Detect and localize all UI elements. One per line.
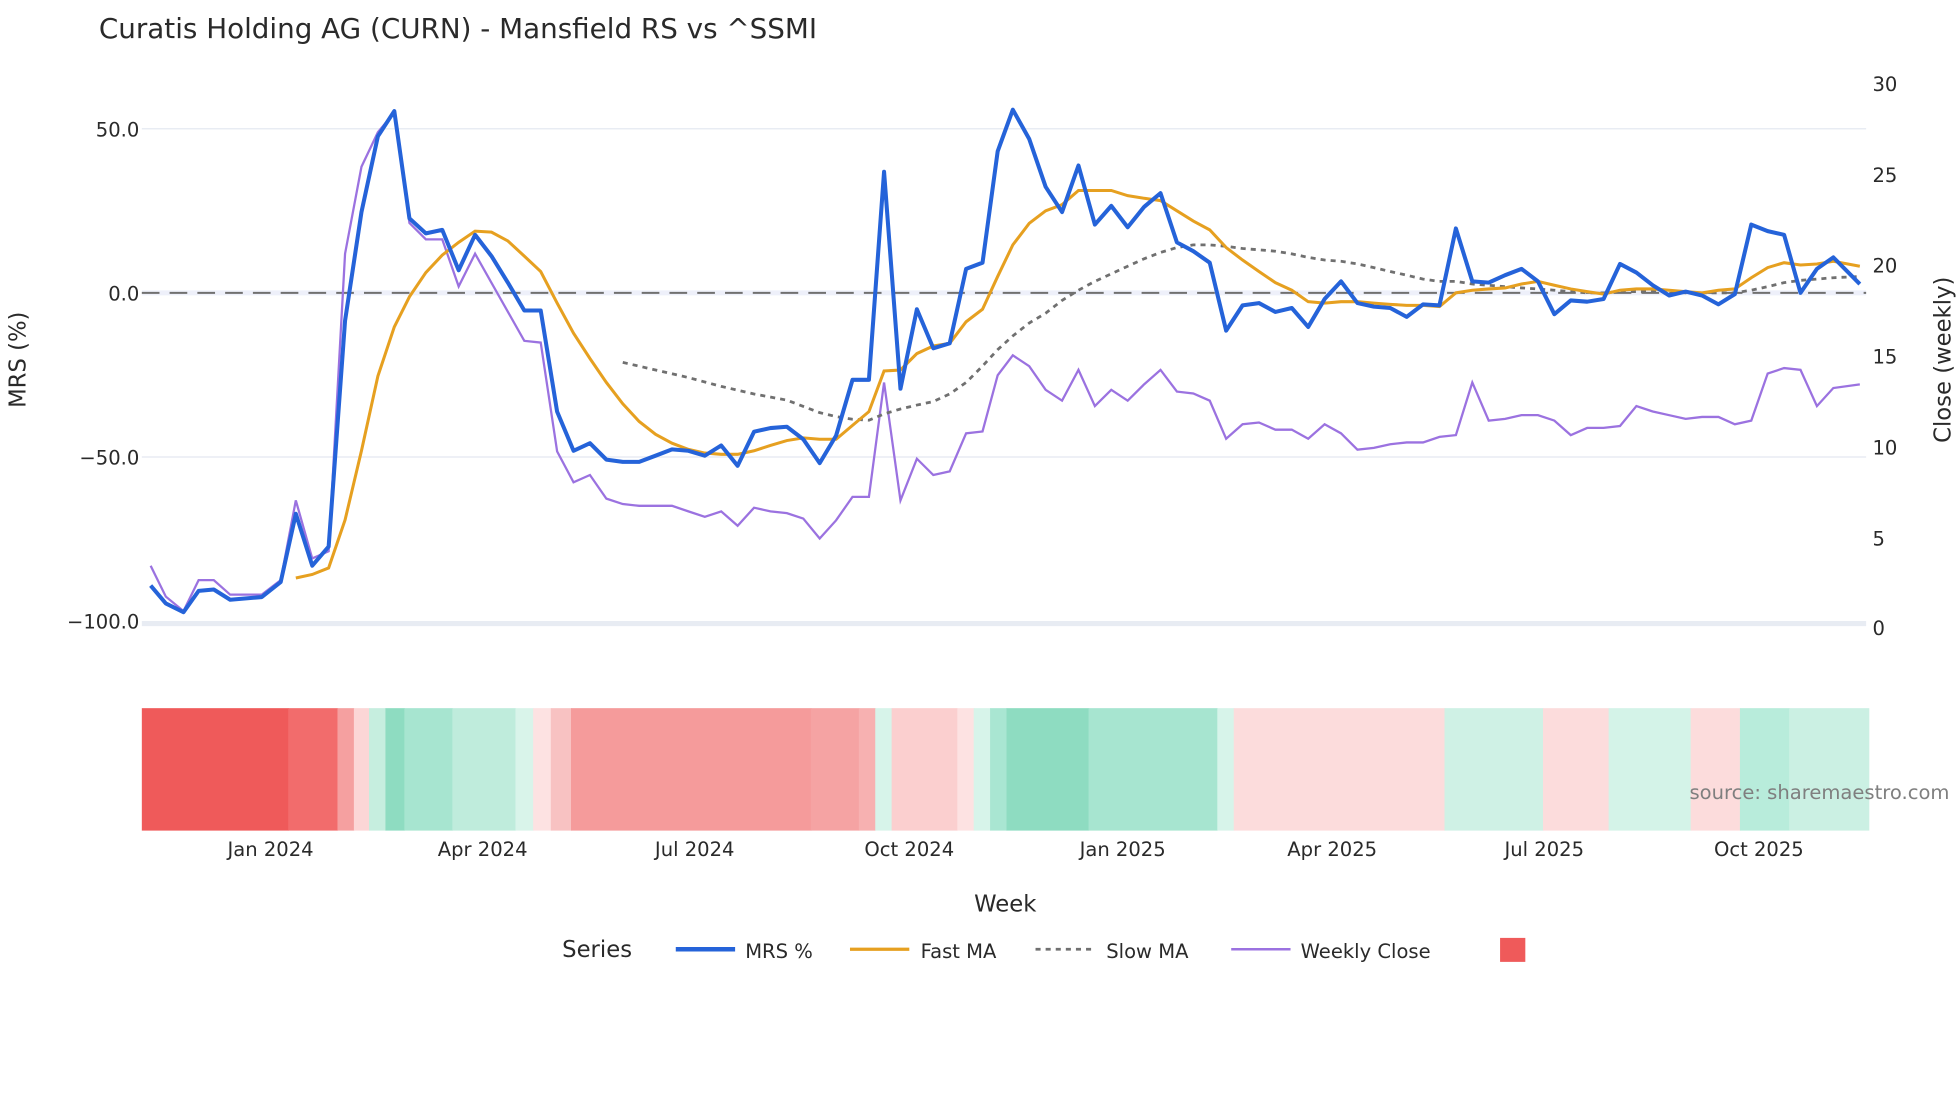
left-tick-0: 0.0 [108,282,139,305]
legend-item-fast-ma[interactable]: Fast MA [849,940,997,963]
right-tick-15: 15 [1872,346,1897,369]
legend-label-fast-ma: Fast MA [921,940,997,963]
heatmap-cell [875,708,893,831]
heatmap-cell [533,708,552,831]
right-axis-title: Close (weekly) [1931,277,1957,443]
heatmap-cell [1690,708,1741,831]
heatmap-legend-swatch[interactable] [1500,937,1526,962]
legend-item-slow-ma[interactable]: Slow MA [1035,940,1190,963]
heatmap-cell [1739,708,1790,831]
fast-ma-line[interactable] [295,188,1861,580]
left-tick-minus-100: −100.0 [67,611,139,634]
heatmap-cell [1233,708,1446,831]
heatmap-cell [385,708,406,831]
x-tick-jan-2025: Jan 2025 [1078,838,1166,861]
right-tick-30: 30 [1872,73,1897,96]
legend: Series MRS % Fast MA Slow MA Weekly Clos… [562,937,1526,963]
x-tick-jul-2024: Jul 2024 [653,838,735,861]
heatmap-cell [571,708,812,831]
heatmap-cell [1789,708,1870,831]
source-label: source: sharemaestro.com [1689,781,1949,804]
right-tick-5: 5 [1872,527,1884,550]
x-tick-apr-2025: Apr 2025 [1287,838,1377,861]
left-tick-minus-50: −50.0 [79,447,139,470]
heatmap-cell [452,708,517,831]
heatmap-cell [1542,708,1610,831]
x-tick-jul-2025: Jul 2025 [1502,838,1584,861]
heatmap-cell [515,708,534,831]
heatmap-cell [288,708,339,831]
heatmap-cell [1608,708,1692,831]
heatmap-cell [337,708,355,831]
mrs-heatmap-strip [141,708,1870,831]
legend-item-weekly-close[interactable]: Weekly Close [1231,940,1431,963]
heatmap-cell [1217,708,1235,831]
heatmap-cell [1006,708,1090,831]
x-axis: Jan 2024 Apr 2024 Jul 2024 Oct 2024 Jan … [226,838,1804,918]
heatmap-cell [957,708,975,831]
heatmap-cell [1444,708,1544,831]
legend-title: Series [562,937,632,963]
right-tick-10: 10 [1872,436,1897,459]
heatmap-cell [891,708,958,831]
heatmap-cell [404,708,453,831]
legend-label-mrs: MRS % [745,940,813,963]
mrs-line[interactable] [149,107,1862,615]
slow-ma-line[interactable] [622,243,1860,422]
left-axis-title: MRS (%) [6,312,32,408]
heatmap-cell [810,708,860,831]
heatmap-cell [550,708,572,831]
heatmap-cell [973,708,991,831]
heatmap-cell [1088,708,1218,831]
legend-label-slow-ma: Slow MA [1106,940,1189,963]
x-tick-oct-2024: Oct 2024 [864,838,954,861]
left-axis: 50.0 0.0 −50.0 −100.0 MRS (%) [6,118,140,633]
weekly-close-line[interactable] [149,109,1860,613]
series-layer [149,107,1862,615]
heatmap-cell [369,708,387,831]
heatmap-cell [858,708,876,831]
left-tick-50: 50.0 [96,118,140,141]
heatmap-cell [990,708,1008,831]
x-tick-jan-2024: Jan 2024 [226,838,314,861]
heatmap-cell [141,708,289,831]
heatmap-cell [353,708,370,831]
grid-lines [141,127,1867,627]
right-tick-0: 0 [1872,617,1884,640]
x-tick-oct-2025: Oct 2025 [1714,838,1804,861]
chart-title: Curatis Holding AG (CURN) - Mansfield RS… [99,12,817,45]
legend-item-mrs[interactable]: MRS % [675,940,813,963]
x-tick-apr-2024: Apr 2024 [438,838,528,861]
legend-label-weekly-close: Weekly Close [1301,940,1431,963]
right-axis: 30 25 20 15 10 5 0 Close (weekly) [1872,73,1956,640]
x-axis-title: Week [974,891,1037,917]
right-tick-20: 20 [1872,255,1897,278]
right-tick-25: 25 [1872,164,1897,187]
